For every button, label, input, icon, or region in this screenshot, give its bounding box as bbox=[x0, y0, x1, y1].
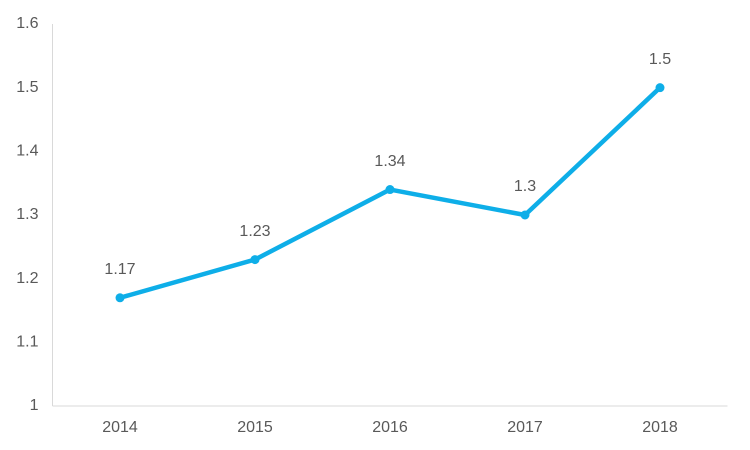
x-tick-label: 2014 bbox=[102, 419, 138, 436]
y-tick-label: 1.5 bbox=[16, 79, 38, 96]
y-tick-label: 1.3 bbox=[16, 206, 38, 223]
x-tick-label: 2016 bbox=[372, 419, 408, 436]
x-tick-label: 2015 bbox=[237, 419, 273, 436]
point bbox=[655, 83, 665, 93]
data-label: 1.5 bbox=[649, 51, 671, 68]
data-label: 1.34 bbox=[374, 153, 405, 170]
point bbox=[250, 255, 260, 265]
data-label: 1.3 bbox=[514, 178, 536, 195]
y-tick-label: 1.1 bbox=[16, 334, 38, 351]
point bbox=[115, 293, 125, 303]
data-label: 1.17 bbox=[104, 261, 135, 278]
y-tick-label: 1.4 bbox=[16, 143, 38, 160]
y-tick-label: 1.2 bbox=[16, 270, 38, 287]
point bbox=[520, 210, 530, 220]
x-tick-label: 2017 bbox=[507, 419, 543, 436]
y-tick-label: 1.6 bbox=[16, 15, 38, 32]
x-tick-label: 2018 bbox=[642, 419, 678, 436]
point bbox=[385, 185, 395, 195]
data-label: 1.23 bbox=[239, 223, 270, 240]
y-tick-label: 1 bbox=[30, 397, 39, 414]
